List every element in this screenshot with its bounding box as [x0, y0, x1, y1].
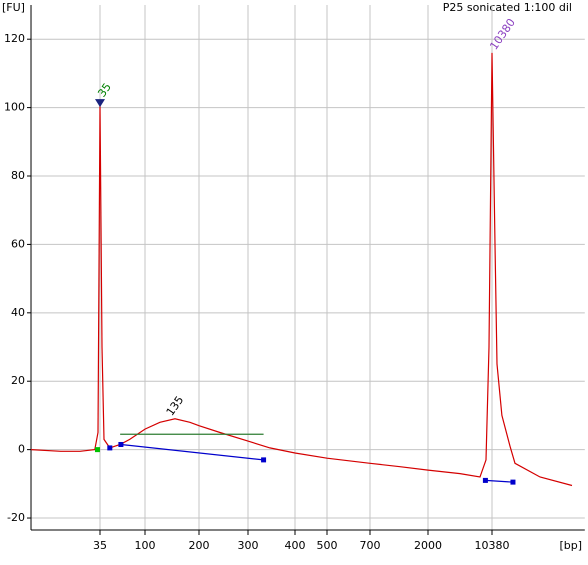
chart-title: P25 sonicated 1:100 dil: [443, 1, 572, 14]
peak-marker: [95, 99, 105, 108]
y-tick-label: -20: [7, 511, 25, 524]
marker-point: [94, 447, 100, 453]
baseline-point: [118, 441, 124, 447]
x-tick-label: 100: [135, 539, 156, 552]
series-line: [31, 52, 573, 487]
baseline-point: [261, 457, 267, 463]
y-tick-label: 80: [11, 169, 25, 182]
peak-label: 35: [95, 81, 114, 100]
y-axis-label: [FU]: [2, 1, 25, 14]
baseline-line: [120, 443, 264, 461]
x-tick-label: 2000: [414, 539, 442, 552]
baseline-line: [485, 479, 513, 483]
y-tick-label: 100: [4, 101, 25, 114]
y-tick-label: 40: [11, 306, 25, 319]
y-tick-label: 60: [11, 237, 25, 250]
y-tick-label: 0: [18, 443, 25, 456]
marker-point: [107, 445, 113, 451]
x-tick-label: 400: [285, 539, 306, 552]
x-tick-label: 200: [189, 539, 210, 552]
y-tick-label: 120: [4, 32, 25, 45]
x-tick-label: 500: [317, 539, 338, 552]
x-axis-label: [bp]: [559, 539, 582, 552]
x-tick-label: 35: [93, 539, 107, 552]
x-tick-label: 300: [238, 539, 259, 552]
x-tick-label: 700: [360, 539, 381, 552]
baseline-point: [482, 477, 488, 483]
baseline-point: [510, 479, 516, 485]
y-tick-label: 20: [11, 374, 25, 387]
x-tick-label: 10380: [475, 539, 510, 552]
peak-label: 135: [164, 394, 187, 419]
